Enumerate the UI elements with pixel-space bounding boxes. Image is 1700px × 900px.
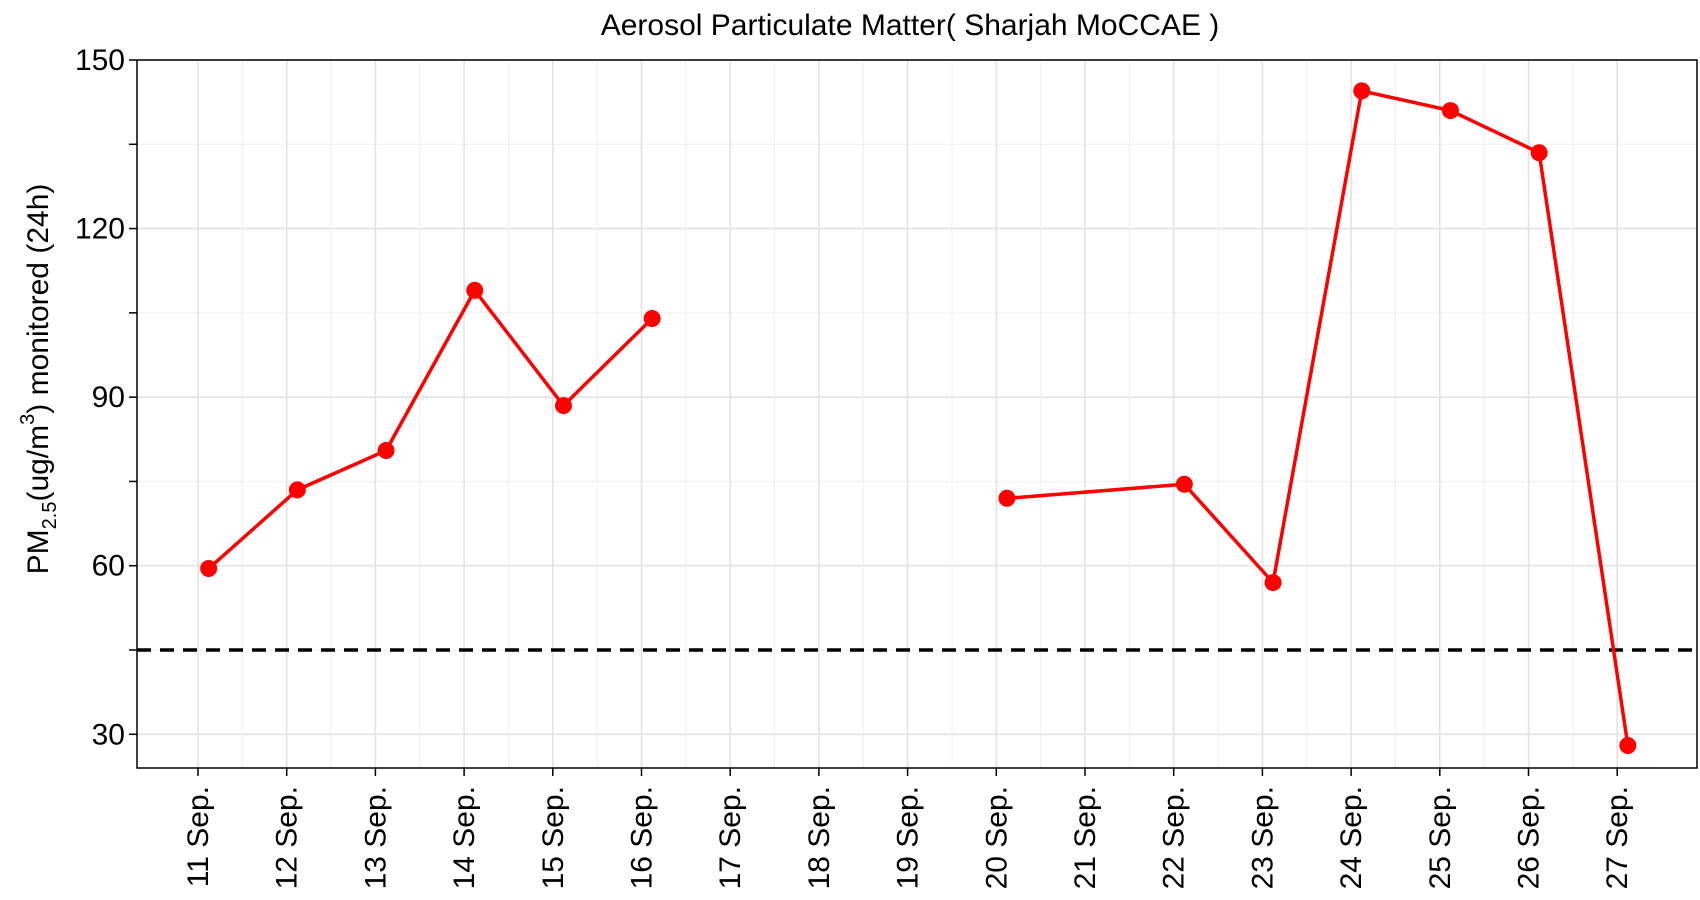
series-points <box>200 82 1637 755</box>
x-tick-label: 27 Sep. <box>1601 786 1634 889</box>
x-tick-label: 11 Sep. <box>182 786 215 887</box>
y-axis-label-suffix: ) monitored (24h) <box>22 184 55 414</box>
y-axis-label-subscript: 2.5 <box>39 502 61 530</box>
x-tick-label: 14 Sep. <box>448 786 481 889</box>
y-tick-label: 30 <box>92 718 125 751</box>
data-point <box>1175 475 1193 493</box>
x-tick-label: 23 Sep. <box>1246 786 1279 889</box>
data-point <box>1619 737 1637 755</box>
y-tick-label: 90 <box>92 381 125 414</box>
data-point <box>554 397 572 415</box>
x-axis-ticks: 11 Sep. 12 Sep. 13 Sep. 14 Sep. 15 Sep. 16 Se… <box>182 768 1634 889</box>
plot-border <box>136 59 1698 769</box>
y-tick-label: 120 <box>75 213 125 246</box>
x-tick-label: 21 Sep. <box>1069 786 1102 889</box>
y-tick-label: 60 <box>92 550 125 583</box>
y-axis-label-middle: (ug/m <box>22 425 55 502</box>
x-tick-label: 24 Sep. <box>1335 786 1368 889</box>
y-axis-ticks: 30 60 90 120 150 <box>75 44 137 751</box>
x-tick-label: 25 Sep. <box>1424 786 1457 889</box>
series-line <box>207 288 654 570</box>
x-tick-label: 22 Sep. <box>1158 786 1191 889</box>
data-point <box>998 489 1016 507</box>
x-tick-label: 19 Sep. <box>892 786 925 889</box>
data-point <box>1441 102 1459 120</box>
data-point <box>1264 574 1282 592</box>
x-tick-label: 18 Sep. <box>803 786 836 889</box>
x-tick-label: 17 Sep. <box>714 786 747 889</box>
data-point <box>643 309 661 327</box>
y-axis-label-superscript: 3 <box>17 414 39 425</box>
data-point <box>466 281 484 299</box>
chart-title: Aerosol Particulate Matter( Sharjah MoCC… <box>601 9 1220 42</box>
data-point <box>1530 144 1548 162</box>
x-tick-label: 20 Sep. <box>980 786 1013 889</box>
data-point <box>377 442 395 460</box>
x-tick-label: 15 Sep. <box>537 786 570 889</box>
data-point <box>200 560 218 578</box>
y-axis-label-prefix: PM <box>22 529 55 574</box>
y-axis-label: PM2.5(ug/m3) monitored (24h) <box>17 184 61 575</box>
data-point <box>1353 82 1371 100</box>
data-point <box>288 481 306 499</box>
x-tick-label: 13 Sep. <box>359 786 392 889</box>
x-tick-label: 12 Sep. <box>271 786 304 889</box>
x-tick-label: 26 Sep. <box>1513 786 1546 889</box>
x-tick-label: 16 Sep. <box>626 786 659 889</box>
y-tick-label: 150 <box>75 44 125 77</box>
